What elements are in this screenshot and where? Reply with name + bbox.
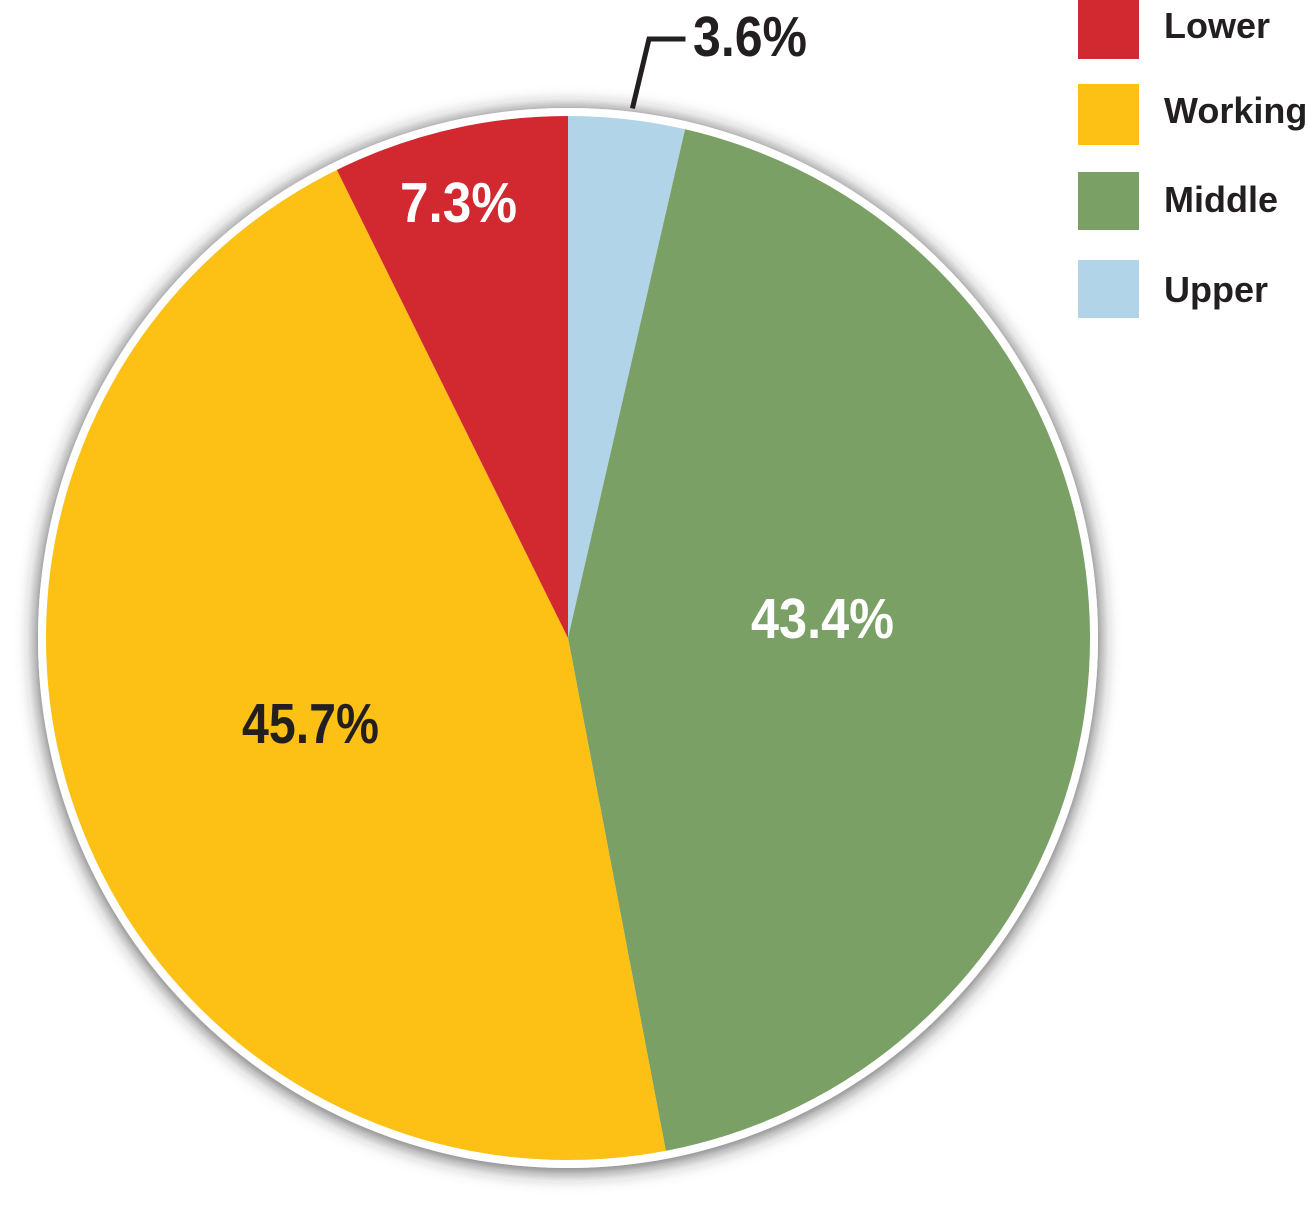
svg-text:7.3%: 7.3% [400,171,517,235]
svg-text:45.7%: 45.7% [242,692,379,756]
svg-text:3.6%: 3.6% [693,5,807,69]
svg-text:43.4%: 43.4% [751,587,894,651]
